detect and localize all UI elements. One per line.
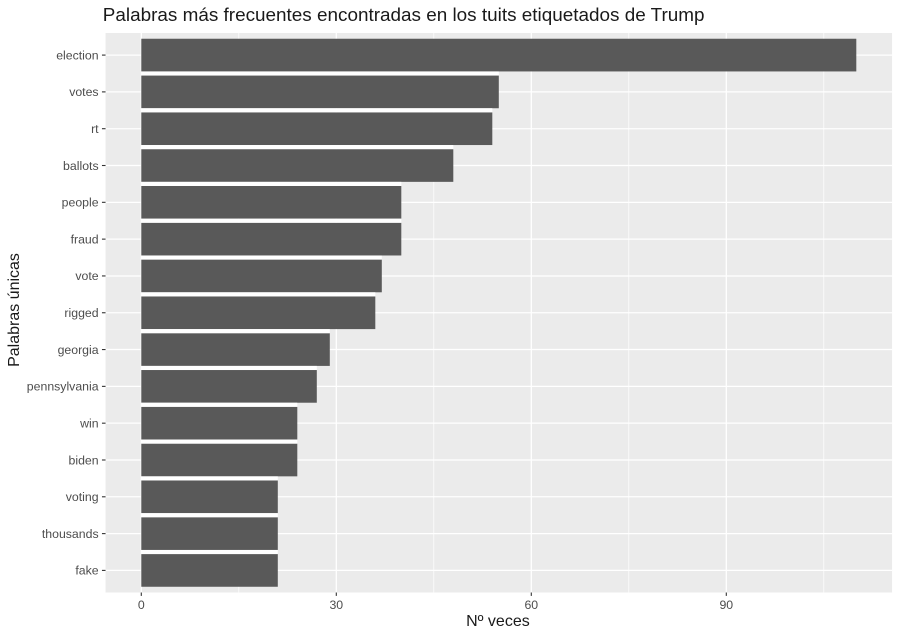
svg-text:Palabras más frecuentes encont: Palabras más frecuentes encontradas en l… bbox=[103, 5, 705, 26]
svg-text:90: 90 bbox=[719, 598, 733, 612]
svg-text:fraud: fraud bbox=[71, 232, 99, 246]
svg-text:election: election bbox=[56, 48, 99, 62]
svg-text:pennsylvania: pennsylvania bbox=[27, 380, 99, 394]
svg-text:ballots: ballots bbox=[63, 159, 99, 173]
svg-text:30: 30 bbox=[329, 598, 343, 612]
svg-text:people: people bbox=[62, 196, 99, 210]
svg-text:0: 0 bbox=[138, 598, 145, 612]
svg-text:fake: fake bbox=[75, 564, 98, 578]
svg-text:rigged: rigged bbox=[64, 306, 98, 320]
svg-text:Nº veces: Nº veces bbox=[466, 613, 530, 630]
svg-text:Palabras únicas: Palabras únicas bbox=[6, 253, 23, 367]
svg-text:win: win bbox=[79, 416, 99, 430]
svg-text:biden: biden bbox=[69, 453, 99, 467]
svg-text:voting: voting bbox=[66, 490, 99, 504]
svg-text:thousands: thousands bbox=[42, 527, 99, 541]
svg-text:votes: votes bbox=[69, 85, 98, 99]
svg-text:georgia: georgia bbox=[58, 343, 99, 357]
svg-text:vote: vote bbox=[75, 269, 98, 283]
svg-text:60: 60 bbox=[524, 598, 538, 612]
svg-text:rt: rt bbox=[91, 122, 99, 136]
